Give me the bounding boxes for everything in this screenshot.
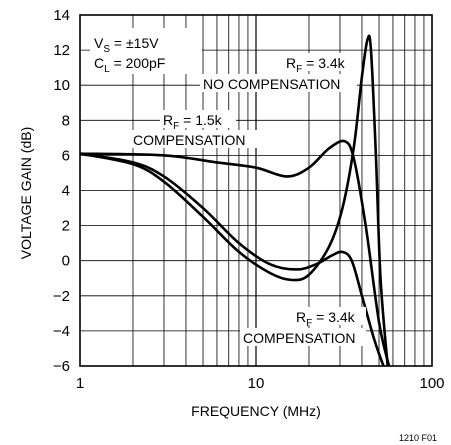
- series-group: [80, 34, 391, 366]
- y-tick-label: 12: [53, 42, 70, 59]
- x-axis-title: FREQUENCY (MHz): [191, 403, 321, 419]
- y-tick-label: 2: [62, 218, 70, 235]
- conditions-label: VS = ±15V CL = 200pF: [90, 28, 202, 75]
- load-capacitance-label: CL = 200pF: [94, 55, 165, 75]
- series-line: [80, 34, 389, 366]
- annotation-bg: [200, 74, 357, 92]
- x-tick-label: 1: [76, 375, 84, 392]
- tick-labels: 14 12 10 8 6 4 2 0 −2 −4 −6 1 10 100: [53, 7, 445, 392]
- y-tick-label: 8: [62, 112, 70, 129]
- x-tick-label: 10: [248, 375, 265, 392]
- plot-frame: [79, 14, 433, 367]
- y-tick-label: −6: [53, 358, 70, 375]
- annotation-bg: [292, 307, 366, 325]
- y-tick-label: 10: [53, 77, 70, 94]
- y-axis-title: VOLTAGE GAIN (dB): [18, 127, 34, 260]
- conditions-box: [90, 28, 202, 74]
- annotation-rf-1-5k-comp: RF = 1.5k COMPENSATION: [130, 110, 257, 148]
- figure-id: 1210 F01: [399, 433, 437, 443]
- annotation-rf-3-4k-comp: RF = 3.4k COMPENSATION: [240, 307, 366, 346]
- y-tick-label: −4: [53, 323, 70, 340]
- annotation-bg: [283, 53, 358, 71]
- y-tick-label: 14: [53, 7, 70, 24]
- annotation-comp-line: COMPENSATION: [133, 132, 246, 148]
- annotation-rf-line: RF = 3.4k: [286, 55, 346, 75]
- grid-lines: [80, 15, 432, 366]
- y-tick-label: 6: [62, 147, 70, 164]
- x-tick-label: 100: [419, 375, 444, 392]
- annotation-rf-line: RF = 3.4k: [296, 309, 356, 329]
- y-tick-label: 0: [62, 253, 70, 270]
- series-line: [80, 152, 385, 366]
- annotation-bg: [240, 328, 366, 346]
- annotation-comp-line: NO COMPENSATION: [203, 76, 340, 92]
- y-tick-label: −2: [53, 288, 70, 305]
- annotation-bg: [130, 130, 257, 148]
- y-tick-label: 4: [62, 183, 70, 200]
- annotation-bg: [160, 110, 236, 128]
- series-line: [80, 139, 391, 366]
- annotation-rf-3-4k-no-comp: RF = 3.4k NO COMPENSATION: [200, 53, 358, 92]
- supply-voltage-label: VS = ±15V: [94, 35, 159, 55]
- annotation-comp-line: COMPENSATION: [243, 330, 356, 346]
- annotation-rf-line: RF = 1.5k: [163, 112, 223, 132]
